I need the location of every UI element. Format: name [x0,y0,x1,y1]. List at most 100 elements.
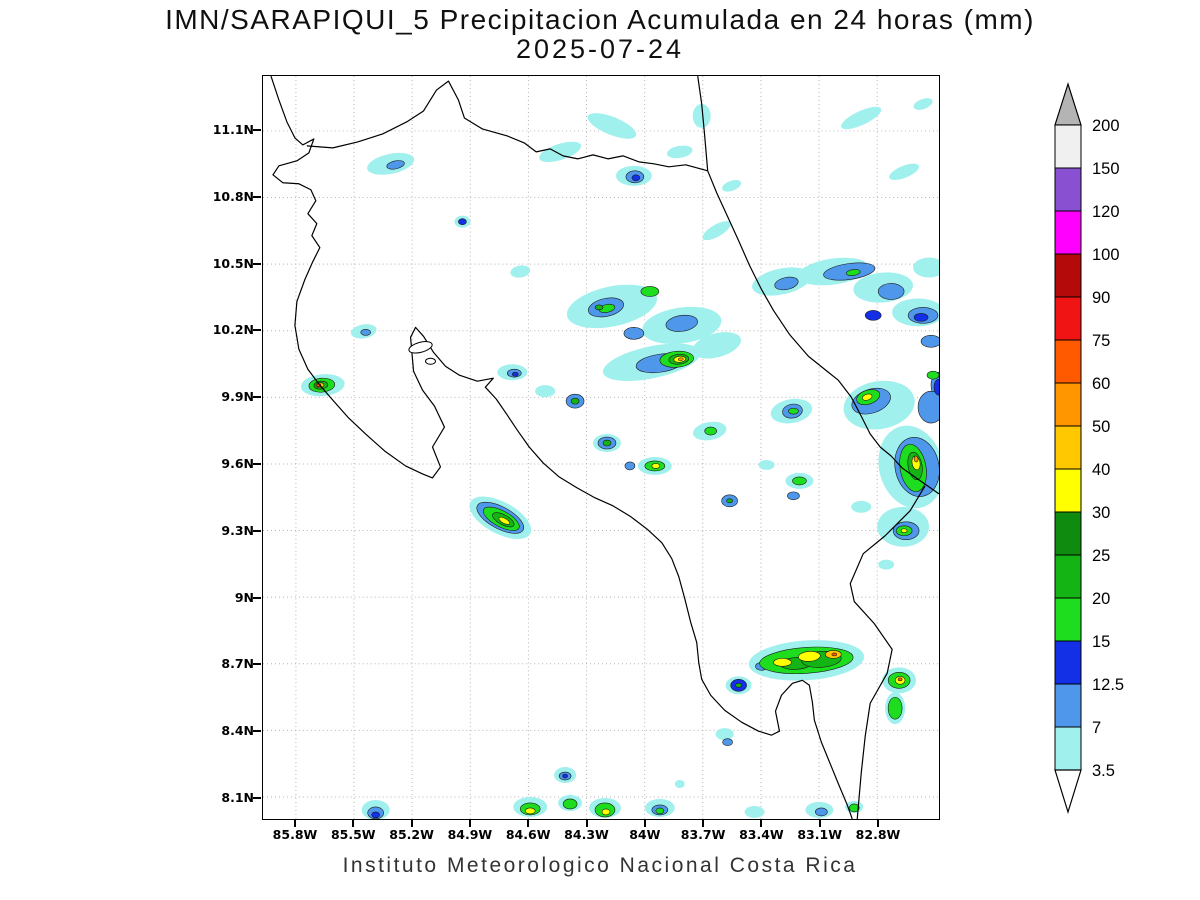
lon-tick-mark [410,819,413,827]
lat-tick-mark [253,596,261,599]
precip-contour-cell [601,808,611,816]
colorbar-segment [1054,382,1082,427]
precip-contour-cell [787,491,800,501]
precip-contour-cell [735,683,742,688]
colorbar-segment [1054,683,1082,728]
lat-tick-mark [253,329,261,332]
precip-contour-cell [594,304,604,311]
map-plot-area [262,75,940,820]
lon-tick-mark [468,819,471,827]
lat-tick-label: 10.8N [212,188,254,204]
lat-tick-label: 8.4N [221,723,254,739]
precip-contour-cell [913,257,939,278]
precip-contour-cell [674,780,685,788]
precip-contour-cell [774,276,799,291]
colorbar-segment [1054,253,1082,298]
precip-contour-cell [704,426,717,436]
island-outline [425,357,436,365]
precip-contour-cell [666,145,693,159]
precip-contour-cell [897,677,903,682]
precip-contour-cell [624,461,636,471]
chart-date: 2025-07-24 [515,34,685,64]
lat-tick-mark [253,463,261,465]
lat-tick-mark [253,797,261,799]
coastline [849,485,926,819]
colorbar-label: 3.5 [1092,762,1115,780]
coastline [306,80,708,172]
colorbar-legend: 200 150 120 100 90 75 60 50 40 30 25 20 15 12.5 7 3.5 [1045,70,1195,840]
lon-tick-label: 83.1W [797,827,842,842]
colorbar-label: 25 [1092,547,1110,565]
colorbar-segment [1054,640,1082,685]
precip-contour-cell [570,397,580,405]
precip-contour-cell [831,652,838,657]
precip-contour-cell [623,327,645,340]
precip-contour-cell [815,807,828,817]
lat-tick-mark [253,129,261,131]
colorbar-segment [1054,210,1082,255]
lat-tick-label: 9.3N [221,522,254,538]
lon-tick-label: 83.4W [739,827,784,842]
precip-contour-cell [562,773,568,779]
precip-contour-cell [715,728,734,741]
precip-contour-cell [587,113,637,139]
precip-contour-cell [846,269,861,276]
precip-contour-cell [758,459,775,470]
coastline [270,76,853,819]
precip-contour-cell [933,378,939,396]
precip-contour-cell [360,329,371,336]
precip-contour-cell [913,98,933,110]
colorbar-label: 30 [1092,504,1110,522]
colorbar-segment [1054,339,1082,384]
precip-contour-cell [773,658,792,667]
colorbar-segment [1054,296,1082,341]
precip-contour-cell [498,516,510,525]
colorbar-canvas: 200 150 120 100 90 75 60 50 40 30 25 20 15 12.5 7 3.5 [1054,82,1124,815]
lon-tick-label: 84W [629,827,661,842]
lon-tick-label: 83.7W [680,827,726,842]
colorbar-label: 60 [1092,375,1110,393]
precip-contour-cell [631,174,641,182]
precip-contour-cell [539,141,582,163]
precip-contour-cell [788,407,799,415]
precip-contour-cell [917,390,939,424]
lon-tick-label: 85.2W [389,827,434,842]
precip-contour-cell [524,807,536,815]
colorbar-label: 100 [1092,246,1120,264]
precip-contour-cell [665,314,698,332]
lon-tick-label: 84.3W [564,827,609,842]
precip-contour-cell [702,221,731,241]
precip-contour-cell [726,498,733,504]
precip-contour-cell [792,476,807,486]
colorbar-label: 15 [1092,633,1110,651]
lon-tick-mark [818,819,821,827]
precip-contour-cell [692,104,711,128]
precip-contour-cell [851,500,872,513]
precip-contour-cell [640,286,660,297]
precip-contour-cell [722,179,742,192]
lat-tick-label: 10.2N [212,322,254,338]
lat-tick-label: 8.7N [221,656,254,672]
colorbar-label: 12.5 [1092,676,1124,694]
precip-contour-cell [798,651,821,662]
precip-contour-cell [878,559,895,570]
precip-contour-cell [864,310,882,321]
precip-contour-cell [887,696,903,720]
precip-contour-cell [535,385,556,398]
lon-tick-label: 82.8W [855,827,901,842]
map-canvas [263,76,939,819]
precip-contour-cell [655,807,665,815]
precip-contour-cell [722,738,733,746]
colorbar-label: 120 [1092,203,1120,221]
colorbar-above-max [1054,82,1082,126]
colorbar-label: 40 [1092,461,1110,479]
colorbar-segment [1054,597,1082,642]
lat-tick-mark [253,663,261,666]
lat-tick-label: 9.6N [221,456,254,471]
precip-contour-cell [913,313,929,322]
colorbar-label: 7 [1092,719,1101,737]
lon-tick-label: 85.5W [330,827,376,842]
lat-tick-mark [253,730,261,733]
lat-tick-label: 9N [234,589,254,605]
